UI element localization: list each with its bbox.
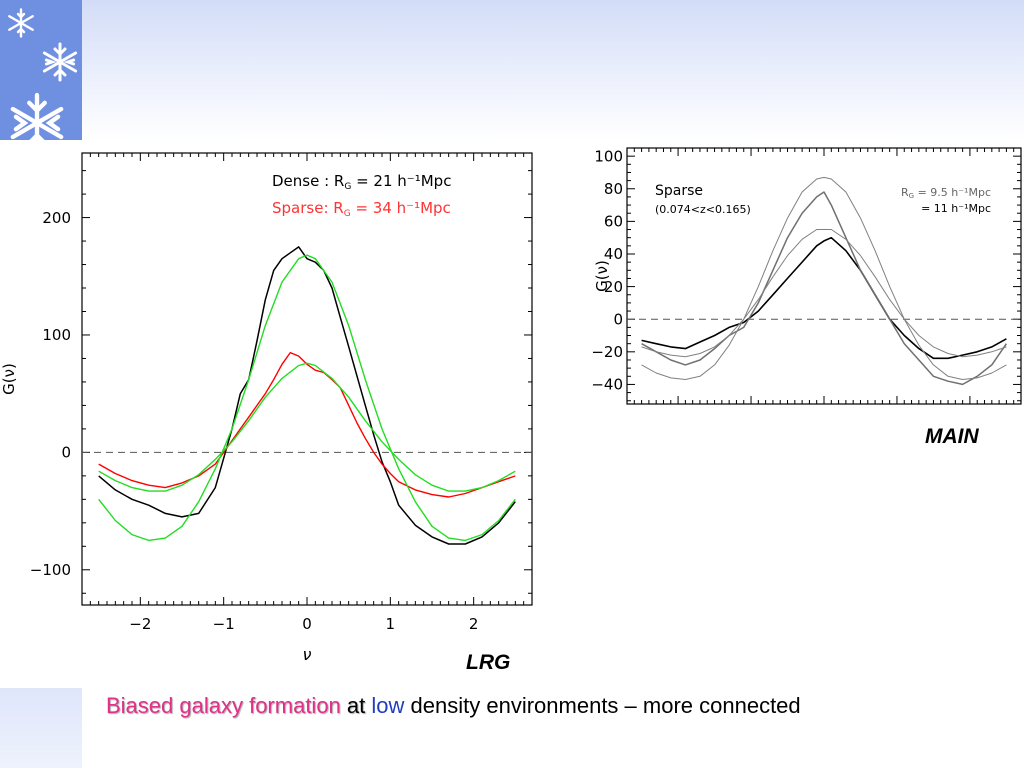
y-tick-label: −40 bbox=[591, 376, 623, 394]
y-tick-label: 80 bbox=[604, 180, 623, 198]
series-line bbox=[98, 362, 516, 492]
series-line bbox=[641, 236, 1007, 360]
main-chart: −40 −20 0 20 40 60 80 100 G(ν) Sparse (0.074<z<0.1… bbox=[591, 147, 1022, 405]
legend-rg-2: = 11 h⁻¹Mpc bbox=[921, 202, 991, 215]
y-tick-label: 100 bbox=[594, 147, 623, 165]
plot-frame bbox=[81, 152, 533, 606]
y-tick-label: 20 bbox=[604, 278, 623, 296]
y-tick-label: 200 bbox=[42, 209, 71, 227]
series-line bbox=[641, 191, 1008, 386]
y-tick-label: −100 bbox=[30, 561, 71, 579]
header-band bbox=[82, 0, 1024, 140]
lrg-label: LRG bbox=[466, 651, 511, 674]
snowflake-icon bbox=[8, 8, 34, 38]
x-axis-label: ν bbox=[303, 645, 312, 664]
caption-low: low bbox=[371, 693, 405, 718]
y-tick-label: 60 bbox=[604, 213, 623, 231]
legend-dense: Dense : RG = 21 h⁻¹Mpc bbox=[272, 172, 451, 192]
y-tick-label: 0 bbox=[61, 444, 71, 462]
y-tick-label: −20 bbox=[591, 343, 623, 361]
y-tick-label: 40 bbox=[604, 245, 623, 263]
snowflake-icon bbox=[10, 92, 64, 154]
slide-caption: Biased galaxy formation at low density e… bbox=[106, 693, 801, 719]
legend-sparse: Sparse: RG = 34 h⁻¹Mpc bbox=[272, 199, 451, 219]
legend-title: Sparse bbox=[655, 183, 703, 199]
lrg-chart: −2 −1 0 1 2 −100 0 100 200 ν G(ν) Dense : RG = 21 h… bbox=[0, 152, 533, 664]
legend-rg-1: RG = 9.5 h⁻¹Mpc bbox=[901, 186, 991, 200]
caption-at: at bbox=[346, 693, 366, 718]
series-line bbox=[98, 246, 516, 545]
x-tick-label: 2 bbox=[469, 615, 479, 633]
legend-range: (0.074<z<0.165) bbox=[655, 203, 751, 216]
y-axis-label: G(ν) bbox=[0, 363, 18, 395]
y-tick-label: 0 bbox=[613, 310, 623, 328]
series-line bbox=[98, 351, 516, 498]
x-tick-label: −2 bbox=[129, 615, 151, 633]
main-label: MAIN bbox=[925, 425, 979, 448]
caption-biased: Biased galaxy formation bbox=[106, 693, 341, 718]
y-tick-label: 100 bbox=[42, 326, 71, 344]
x-tick-label: 0 bbox=[302, 615, 312, 633]
x-tick-label: −1 bbox=[213, 615, 235, 633]
bottom-decor-strip bbox=[0, 688, 82, 768]
series-line bbox=[641, 176, 1007, 380]
caption-rest: density environments – more connected bbox=[410, 693, 801, 718]
left-decor-strip bbox=[0, 0, 82, 140]
series-line bbox=[641, 229, 1007, 358]
y-axis-label: G(ν) bbox=[593, 260, 611, 292]
series-line bbox=[98, 254, 516, 542]
snowflake-icon bbox=[42, 42, 78, 82]
x-tick-label: 1 bbox=[386, 615, 396, 633]
